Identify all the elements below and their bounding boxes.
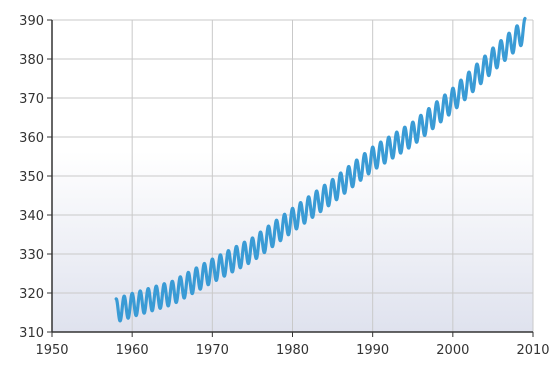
- y-tick-label-330: 330: [19, 248, 44, 263]
- y-tick-label-350: 350: [19, 170, 44, 185]
- y-tick-label-340: 340: [19, 209, 44, 224]
- tick-labels: 1950 1960 1970 1980 1990 2000 2010 310 320 330 340…: [19, 14, 549, 358]
- series-line-0: [114, 16, 527, 323]
- y-tick-label-360: 360: [19, 131, 44, 146]
- x-tick-label-2010: 2010: [516, 343, 549, 358]
- x-tick-label-2000: 2000: [436, 343, 469, 358]
- x-tick-label-1970: 1970: [196, 343, 229, 358]
- grid-lines: [52, 19, 534, 332]
- y-tick-label-310: 310: [19, 326, 44, 341]
- x-tick-label-1990: 1990: [356, 343, 389, 358]
- y-tick-label-370: 370: [19, 92, 44, 107]
- x-tick-label-1980: 1980: [276, 343, 309, 358]
- y-tick-label-380: 380: [19, 53, 44, 68]
- x-tick-label-1950: 1950: [35, 343, 68, 358]
- y-tick-label-390: 390: [19, 14, 44, 29]
- y-tick-label-320: 320: [19, 287, 44, 302]
- series-layer: [114, 16, 527, 323]
- axes: [47, 19, 534, 337]
- x-tick-label-1960: 1960: [116, 343, 149, 358]
